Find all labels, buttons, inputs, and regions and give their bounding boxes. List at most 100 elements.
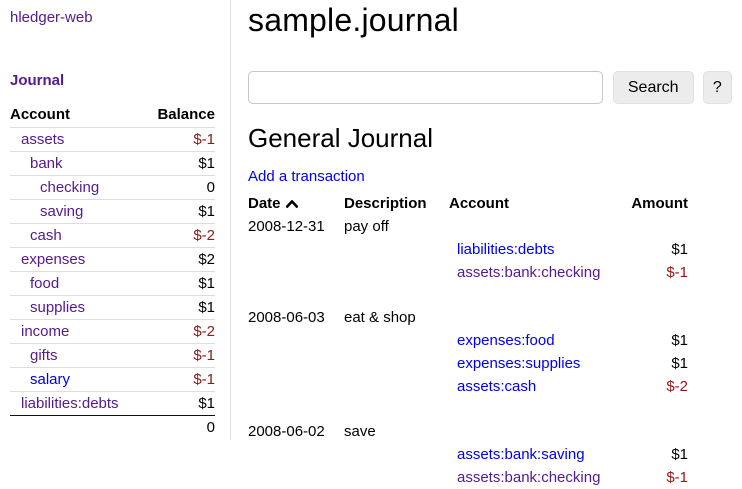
posting-amount: $1	[671, 241, 688, 258]
account-link[interactable]: checking	[40, 179, 100, 196]
account-balance: $-1	[143, 127, 215, 152]
account-link[interactable]: expenses	[21, 251, 86, 268]
account-cell: income	[10, 319, 144, 344]
account-row: salary $-1	[10, 367, 215, 392]
account-row: cash $-2	[10, 223, 215, 248]
posting-account-link[interactable]: assets:bank:checking	[457, 469, 601, 486]
posting-account-cell: assets:bank:saving	[449, 443, 608, 466]
account-balance: $2	[143, 247, 215, 272]
app-title-link[interactable]: hledger-web	[10, 9, 93, 26]
posting-row: expenses:supplies $1	[248, 352, 688, 375]
sidebar-item-journal[interactable]: Journal	[10, 72, 65, 89]
account-balance: $1	[143, 271, 215, 296]
account-link[interactable]: cash	[30, 227, 62, 244]
posting-row: assets:bank:saving $1	[248, 443, 688, 466]
posting-account-link[interactable]: liabilities:debts	[457, 241, 555, 258]
account-link[interactable]: salary	[30, 371, 71, 388]
posting-amount: $-2	[666, 378, 688, 395]
accounts-total-value: 0	[143, 415, 215, 439]
posting-amount: $-1	[666, 469, 688, 486]
journal-col-amount: Amount	[631, 194, 688, 212]
posting-account-link[interactable]: assets:bank:checking	[457, 264, 601, 281]
posting-account-cell: assets:bank:checking	[449, 466, 608, 489]
accounts-col-balance: Balance	[157, 106, 215, 123]
transaction-description: save	[344, 423, 376, 440]
transaction-spacer-row	[248, 284, 688, 306]
journal-body: 2008-12-31 pay off liabilities:debts $1 asse…	[248, 215, 688, 489]
account-balance: $1	[143, 199, 215, 224]
posting-amount: $-1	[666, 264, 688, 281]
account-row: income $-2	[10, 319, 215, 344]
account-row: expenses $2	[10, 247, 215, 272]
account-balance: $-2	[143, 319, 215, 344]
search-help-button[interactable]: ?	[702, 71, 732, 104]
posting-account-link[interactable]: expenses:supplies	[457, 355, 581, 372]
account-cell: salary	[10, 367, 144, 392]
transaction-spacer-row	[248, 398, 688, 420]
account-balance: $-2	[143, 223, 215, 248]
account-link[interactable]: bank	[30, 155, 63, 172]
account-row: supplies $1	[10, 295, 215, 320]
account-link[interactable]: food	[30, 275, 60, 292]
posting-account-link[interactable]: assets:bank:saving	[457, 446, 585, 463]
section-title: General Journal	[248, 123, 433, 153]
account-link[interactable]: saving	[40, 203, 84, 220]
posting-amount: $1	[671, 332, 688, 349]
posting-row: assets:cash $-2	[248, 375, 688, 398]
transaction-date: 2008-12-31	[248, 218, 325, 235]
journal-col-date[interactable]: Date	[248, 191, 344, 215]
posting-row: liabilities:debts $1	[248, 238, 688, 261]
posting-row: expenses:food $1	[248, 329, 688, 352]
transaction-date: 2008-06-03	[248, 309, 325, 326]
accounts-header-row: Account Balance	[10, 103, 215, 128]
journal-col-description: Description	[344, 194, 427, 212]
accounts-table: Account Balance assets $-1 bank $1 checking 0…	[10, 103, 215, 439]
add-transaction-link[interactable]: Add a transaction	[248, 168, 365, 185]
account-cell: cash	[10, 223, 144, 248]
account-link[interactable]: liabilities:debts	[21, 395, 119, 412]
account-row: assets $-1	[10, 127, 215, 152]
posting-account-link[interactable]: expenses:food	[457, 332, 555, 349]
accounts-col-account: Account	[10, 106, 70, 123]
account-balance: $1	[143, 151, 215, 176]
account-balance: $-1	[143, 343, 215, 368]
account-link[interactable]: gifts	[30, 347, 58, 364]
account-balance: 0	[143, 175, 215, 200]
account-link[interactable]: supplies	[30, 299, 86, 316]
accounts-body: assets $-1 bank $1 checking 0 saving $1 cash $-2 e…	[10, 127, 215, 416]
posting-account-link[interactable]: assets:cash	[457, 378, 537, 395]
accounts-total-spacer	[10, 415, 144, 439]
journal-header-row: Date Description Account Amount	[248, 191, 688, 215]
account-balance: $-1	[143, 367, 215, 392]
account-row: gifts $-1	[10, 343, 215, 368]
transaction-description: pay off	[344, 218, 389, 235]
posting-amount: $1	[671, 355, 688, 372]
chevron-up-icon	[285, 199, 298, 208]
transaction-row: 2008-06-03 eat & shop	[248, 306, 688, 329]
account-cell: gifts	[10, 343, 144, 368]
account-cell: checking	[10, 175, 144, 200]
posting-account-cell: assets:bank:checking	[449, 261, 608, 284]
transaction-description: eat & shop	[344, 309, 416, 326]
posting-row: assets:bank:checking $-1	[248, 466, 688, 489]
account-row: saving $1	[10, 199, 215, 224]
account-cell: supplies	[10, 295, 144, 320]
accounts-total-row: 0	[10, 415, 215, 439]
account-row: liabilities:debts $1	[10, 391, 215, 416]
posting-account-cell: assets:cash	[449, 375, 608, 398]
account-cell: liabilities:debts	[10, 391, 144, 416]
journal-table: Date Description Account Amount 2008-12-…	[248, 191, 688, 489]
account-row: checking 0	[10, 175, 215, 200]
account-balance: $1	[143, 391, 215, 416]
transaction-row: 2008-12-31 pay off	[248, 215, 688, 238]
posting-amount: $1	[671, 446, 688, 463]
page-title: sample.journal	[248, 2, 459, 38]
search-input[interactable]	[248, 71, 603, 104]
posting-account-cell: expenses:food	[449, 329, 608, 352]
account-cell: assets	[10, 127, 144, 152]
account-link[interactable]: assets	[21, 131, 65, 148]
account-link[interactable]: income	[21, 323, 70, 340]
search-form: Search ?	[248, 71, 732, 104]
account-row: food $1	[10, 271, 215, 296]
search-button[interactable]: Search	[612, 71, 694, 104]
